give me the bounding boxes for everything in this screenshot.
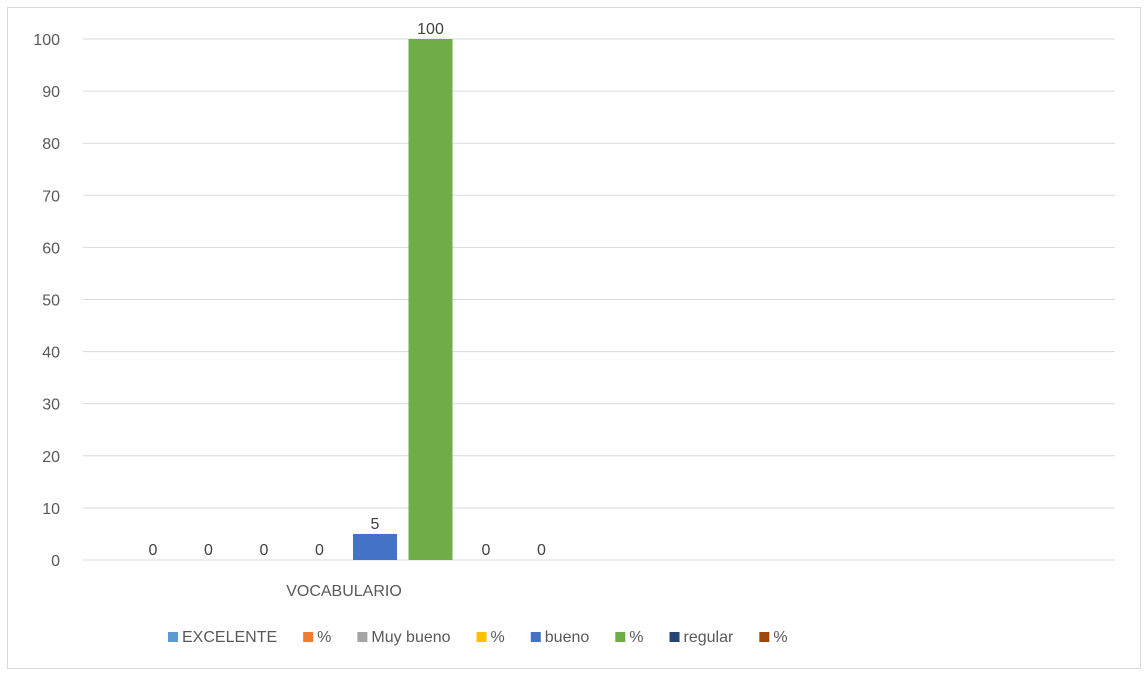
bar-bueno — [353, 533, 397, 560]
legend-swatch — [168, 632, 178, 642]
legend-entry: regular — [684, 629, 734, 646]
legend-swatch — [303, 632, 314, 642]
x-category-label: VOCABULARIO — [286, 583, 402, 600]
chart-area — [7, 7, 1141, 669]
legend-entry: bueno — [545, 629, 590, 646]
x-axis-categories: VOCABULARIO — [286, 583, 402, 600]
gridlines — [83, 38, 1115, 561]
legend-swatch — [669, 632, 680, 642]
data-label: 0 — [482, 542, 491, 559]
legend-swatch — [615, 632, 626, 642]
legend-entry: % — [629, 629, 643, 646]
y-tick-label: 70 — [42, 188, 60, 205]
y-tick-label: 80 — [42, 136, 60, 153]
y-tick-label: 40 — [42, 345, 60, 362]
y-tick-label: 90 — [42, 84, 60, 101]
y-tick-label: 30 — [42, 397, 60, 414]
data-labels: 0 0 0 0 5 100 0 0 — [149, 21, 547, 559]
legend: EXCELENTE% Muy bueno% bueno% regular% — [168, 629, 788, 646]
data-label: 0 — [315, 542, 324, 559]
data-label: 0 — [537, 542, 546, 559]
legend-swatch — [530, 632, 541, 642]
legend-entry: % — [491, 629, 505, 646]
y-axis-ticks: 0 10 20 30 40 50 60 70 80 90 100 — [33, 32, 60, 570]
legend-entry: % — [317, 629, 331, 646]
data-label: 5 — [371, 516, 380, 533]
data-label: 0 — [204, 542, 213, 559]
legend-swatch — [357, 632, 368, 642]
legend-swatch — [476, 632, 487, 642]
legend-entry: % — [773, 629, 787, 646]
legend-swatch — [759, 632, 770, 642]
y-tick-label: 60 — [42, 240, 60, 257]
y-tick-label: 10 — [42, 501, 60, 518]
data-label: 0 — [149, 542, 158, 559]
data-label: 100 — [417, 21, 444, 38]
y-tick-label: 50 — [42, 293, 60, 310]
y-tick-label: 20 — [42, 449, 60, 466]
legend-entry: Muy bueno — [371, 629, 450, 646]
y-tick-label: 0 — [51, 553, 60, 570]
y-tick-label: 100 — [33, 32, 60, 49]
legend-entry: EXCELENTE — [182, 629, 277, 646]
bar-percent-5 — [408, 39, 453, 560]
bars — [353, 39, 453, 560]
data-label: 0 — [260, 542, 269, 559]
